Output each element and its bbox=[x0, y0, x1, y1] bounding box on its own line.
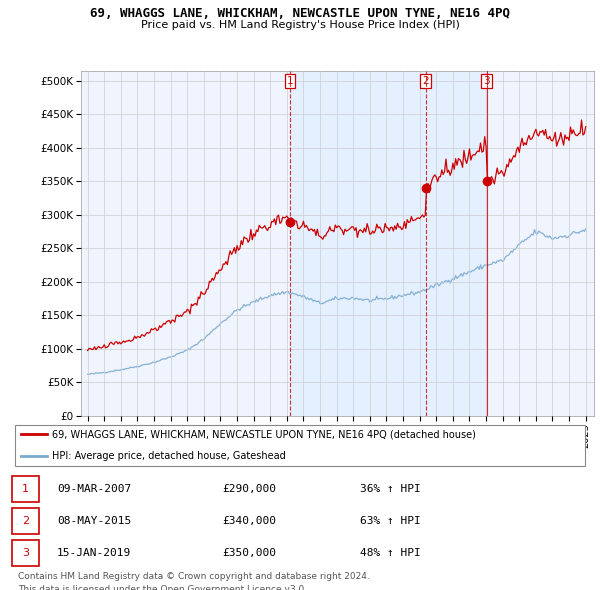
Text: 69, WHAGGS LANE, WHICKHAM, NEWCASTLE UPON TYNE, NE16 4PQ (detached house): 69, WHAGGS LANE, WHICKHAM, NEWCASTLE UPO… bbox=[52, 429, 476, 439]
Text: 09-MAR-2007: 09-MAR-2007 bbox=[57, 484, 131, 494]
Text: 3: 3 bbox=[484, 76, 490, 86]
Text: £350,000: £350,000 bbox=[222, 548, 276, 558]
FancyBboxPatch shape bbox=[12, 476, 39, 502]
Text: 36% ↑ HPI: 36% ↑ HPI bbox=[360, 484, 421, 494]
Text: 69, WHAGGS LANE, WHICKHAM, NEWCASTLE UPON TYNE, NE16 4PQ: 69, WHAGGS LANE, WHICKHAM, NEWCASTLE UPO… bbox=[90, 7, 510, 20]
FancyBboxPatch shape bbox=[15, 425, 585, 466]
Text: 08-MAY-2015: 08-MAY-2015 bbox=[57, 516, 131, 526]
Text: 2: 2 bbox=[422, 76, 429, 86]
Text: 48% ↑ HPI: 48% ↑ HPI bbox=[360, 548, 421, 558]
Text: 1: 1 bbox=[287, 76, 293, 86]
Text: 3: 3 bbox=[22, 548, 29, 558]
FancyBboxPatch shape bbox=[12, 540, 39, 566]
Text: £340,000: £340,000 bbox=[222, 516, 276, 526]
Text: Price paid vs. HM Land Registry's House Price Index (HPI): Price paid vs. HM Land Registry's House … bbox=[140, 20, 460, 30]
Text: This data is licensed under the Open Government Licence v3.0.: This data is licensed under the Open Gov… bbox=[18, 585, 307, 590]
Text: 2: 2 bbox=[22, 516, 29, 526]
Text: 1: 1 bbox=[22, 484, 29, 494]
Text: 63% ↑ HPI: 63% ↑ HPI bbox=[360, 516, 421, 526]
Text: Contains HM Land Registry data © Crown copyright and database right 2024.: Contains HM Land Registry data © Crown c… bbox=[18, 572, 370, 581]
FancyBboxPatch shape bbox=[12, 508, 39, 534]
Bar bbox=[290, 71, 487, 416]
Text: £290,000: £290,000 bbox=[222, 484, 276, 494]
Text: 15-JAN-2019: 15-JAN-2019 bbox=[57, 548, 131, 558]
Text: HPI: Average price, detached house, Gateshead: HPI: Average price, detached house, Gate… bbox=[52, 451, 286, 461]
